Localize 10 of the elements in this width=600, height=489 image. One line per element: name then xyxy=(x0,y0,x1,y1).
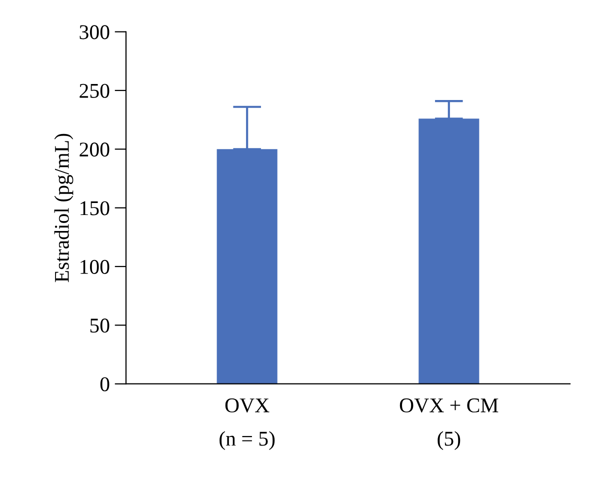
y-tick-label: 0 xyxy=(100,377,110,392)
y-tick-label: 50 xyxy=(90,318,110,333)
y-axis-title: Estradiol (pg/mL) xyxy=(54,134,74,282)
y-tick-label: 200 xyxy=(80,142,110,157)
y-tick-label: 300 xyxy=(80,25,110,40)
y-tick-label: 100 xyxy=(80,260,110,274)
x-tick-label: OVX + CM (5) xyxy=(400,398,498,450)
x-tick-label: OVX (n = 5) xyxy=(220,398,275,450)
y-tick-label: 150 xyxy=(80,201,110,216)
y-tick-label: 250 xyxy=(80,84,110,98)
